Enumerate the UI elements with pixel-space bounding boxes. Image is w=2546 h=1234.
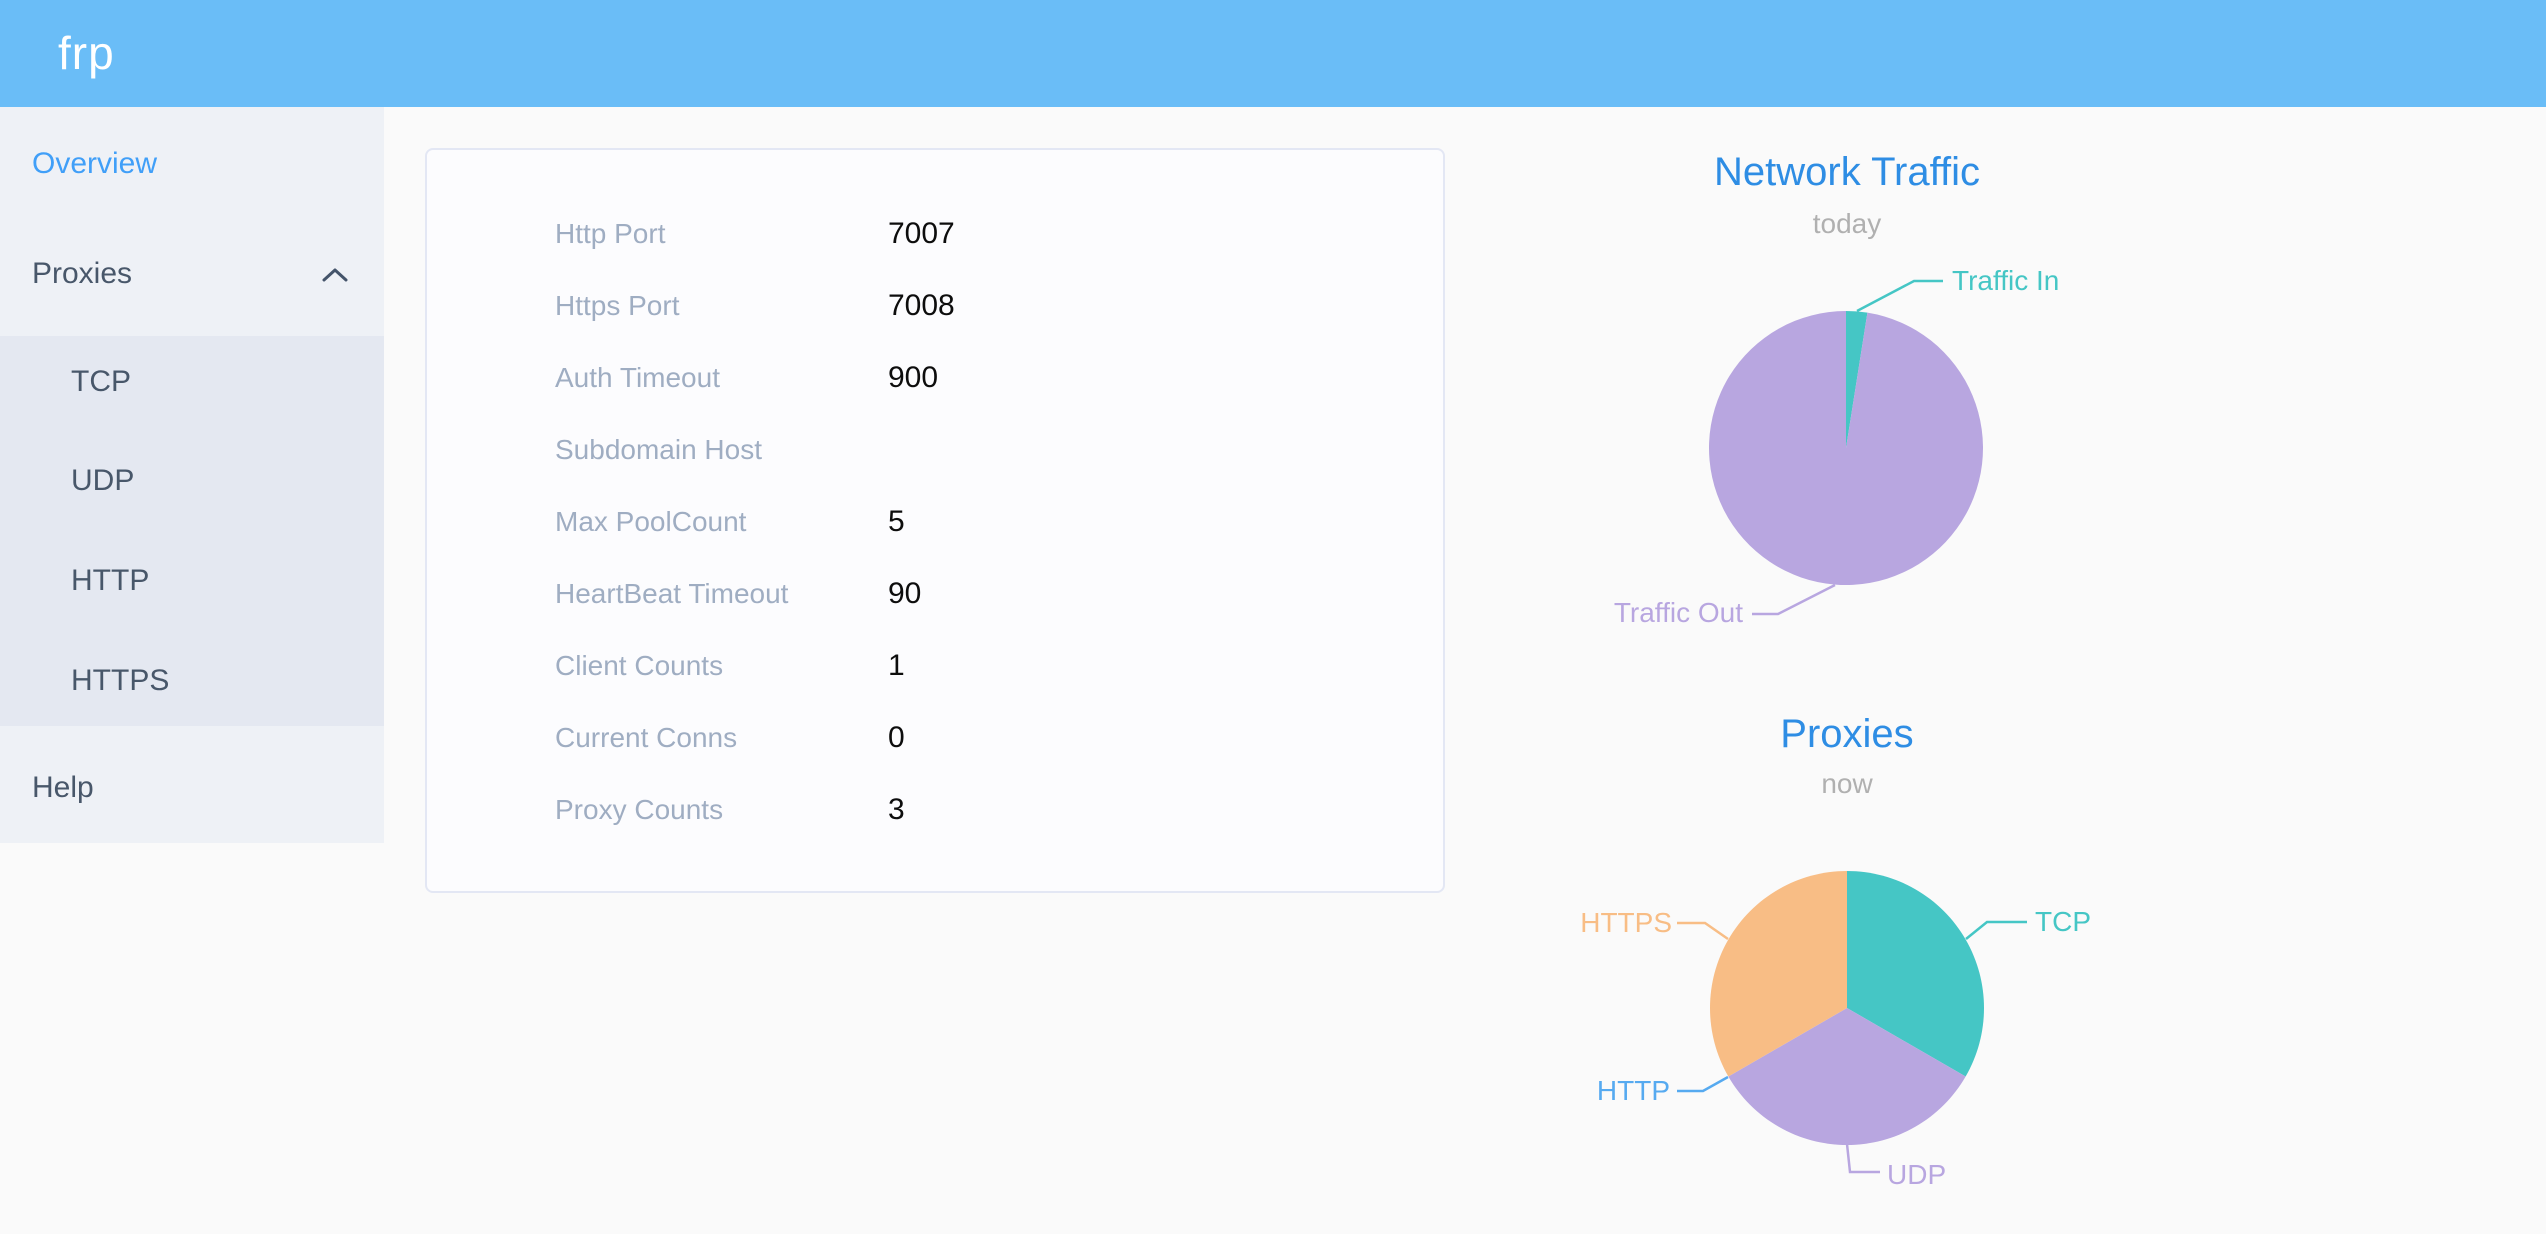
- pie-label-tcp: TCP: [2035, 906, 2091, 937]
- network-traffic-chart: Traffic In Traffic Out: [1557, 240, 2137, 640]
- info-value: 1: [888, 649, 905, 682]
- info-value: 900: [888, 361, 939, 394]
- info-label: Proxy Counts: [555, 794, 724, 825]
- pie-label-line: [1752, 583, 1836, 616]
- info-row: Proxy Counts 3: [427, 774, 1443, 846]
- sidebar-item-label: TCP: [71, 365, 131, 398]
- pie-slice-tcp[interactable]: [1847, 871, 1984, 1077]
- info-value: 3: [888, 793, 905, 826]
- info-label: Auth Timeout: [555, 362, 720, 393]
- pie-label-traffic-in: Traffic In: [1952, 265, 2060, 296]
- sidebar-item-tcp[interactable]: TCP: [0, 352, 384, 412]
- info-label: Client Counts: [555, 650, 724, 681]
- sidebar-submenu-proxies: TCP UDP HTTP HTTPS: [0, 336, 384, 726]
- info-value: 7007: [888, 217, 955, 250]
- info-value: 0: [888, 721, 905, 754]
- info-row: Max PoolCount 5: [427, 486, 1443, 558]
- pie-label-line: [1845, 1143, 1880, 1174]
- info-row: Current Conns 0: [427, 702, 1443, 774]
- chevron-up-icon: [322, 268, 348, 282]
- info-label: Https Port: [555, 290, 680, 321]
- proxies-chart: TCP UDP HTTP HTTPS: [1557, 800, 2137, 1200]
- info-label: Max PoolCount: [555, 506, 747, 537]
- app-logo: frp: [58, 27, 115, 79]
- info-row: Http Port 7007: [427, 198, 1443, 270]
- app-header: frp: [0, 0, 2546, 107]
- pie-label-line: [1965, 920, 2027, 940]
- pie-label-line: [1677, 1075, 1729, 1093]
- pie-slice-https[interactable]: [1710, 871, 1847, 1077]
- sidebar-item-https[interactable]: HTTPS: [0, 651, 384, 711]
- pie-slice-udp[interactable]: [1728, 1008, 1966, 1145]
- sidebar-item-proxies[interactable]: Proxies: [0, 244, 384, 304]
- info-value: 7008: [888, 289, 955, 322]
- sidebar-item-label: UDP: [71, 464, 135, 497]
- info-value: 90: [888, 577, 922, 610]
- server-info-card: Http Port 7007 Https Port 7008 Auth Timeou…: [425, 148, 1445, 893]
- info-label: Subdomain Host: [555, 434, 763, 465]
- info-row: Https Port 7008: [427, 270, 1443, 342]
- sidebar-item-label: Help: [32, 771, 94, 804]
- info-value: 5: [888, 505, 905, 538]
- pie-label-udp: UDP: [1887, 1159, 1947, 1190]
- pie-slice-traffic-in[interactable]: [1846, 311, 1868, 448]
- network-traffic-pie[interactable]: [1557, 240, 2137, 640]
- pie-label-https: HTTPS: [1580, 907, 1672, 938]
- pie-label-http: HTTP: [1596, 1075, 1670, 1106]
- sidebar-item-udp[interactable]: UDP: [0, 451, 384, 511]
- info-label: HeartBeat Timeout: [555, 578, 789, 609]
- info-row: Auth Timeout 900: [427, 342, 1443, 414]
- info-label: Http Port: [555, 218, 666, 249]
- pie-label-traffic-out: Traffic Out: [1613, 597, 1743, 628]
- proxies-chart-title: Proxies: [1780, 712, 1914, 756]
- sidebar-item-label: Proxies: [32, 257, 133, 290]
- info-label: Current Conns: [555, 722, 738, 753]
- pie-label-line: [1856, 279, 1943, 313]
- sidebar-item-help[interactable]: Help: [0, 758, 384, 818]
- info-row: Subdomain Host: [427, 414, 1443, 486]
- pie-slice-traffic-out[interactable]: [1709, 311, 1983, 585]
- sidebar: Overview Proxies TCP UDP HTTP HTTPS Help: [0, 107, 384, 843]
- info-row: HeartBeat Timeout 90: [427, 558, 1443, 630]
- sidebar-item-label: Overview: [32, 147, 158, 180]
- sidebar-item-label: HTTP: [71, 564, 150, 597]
- sidebar-item-label: HTTPS: [71, 664, 170, 697]
- info-row: Client Counts 1: [427, 630, 1443, 702]
- sidebar-item-http[interactable]: HTTP: [0, 551, 384, 611]
- proxies-pie[interactable]: [1557, 800, 2137, 1200]
- network-traffic-title: Network Traffic: [1714, 150, 1980, 194]
- proxies-chart-subtitle: now: [1821, 768, 1873, 799]
- network-traffic-subtitle: today: [1812, 208, 1882, 239]
- pie-label-line: [1677, 921, 1729, 941]
- sidebar-item-overview[interactable]: Overview: [0, 134, 384, 194]
